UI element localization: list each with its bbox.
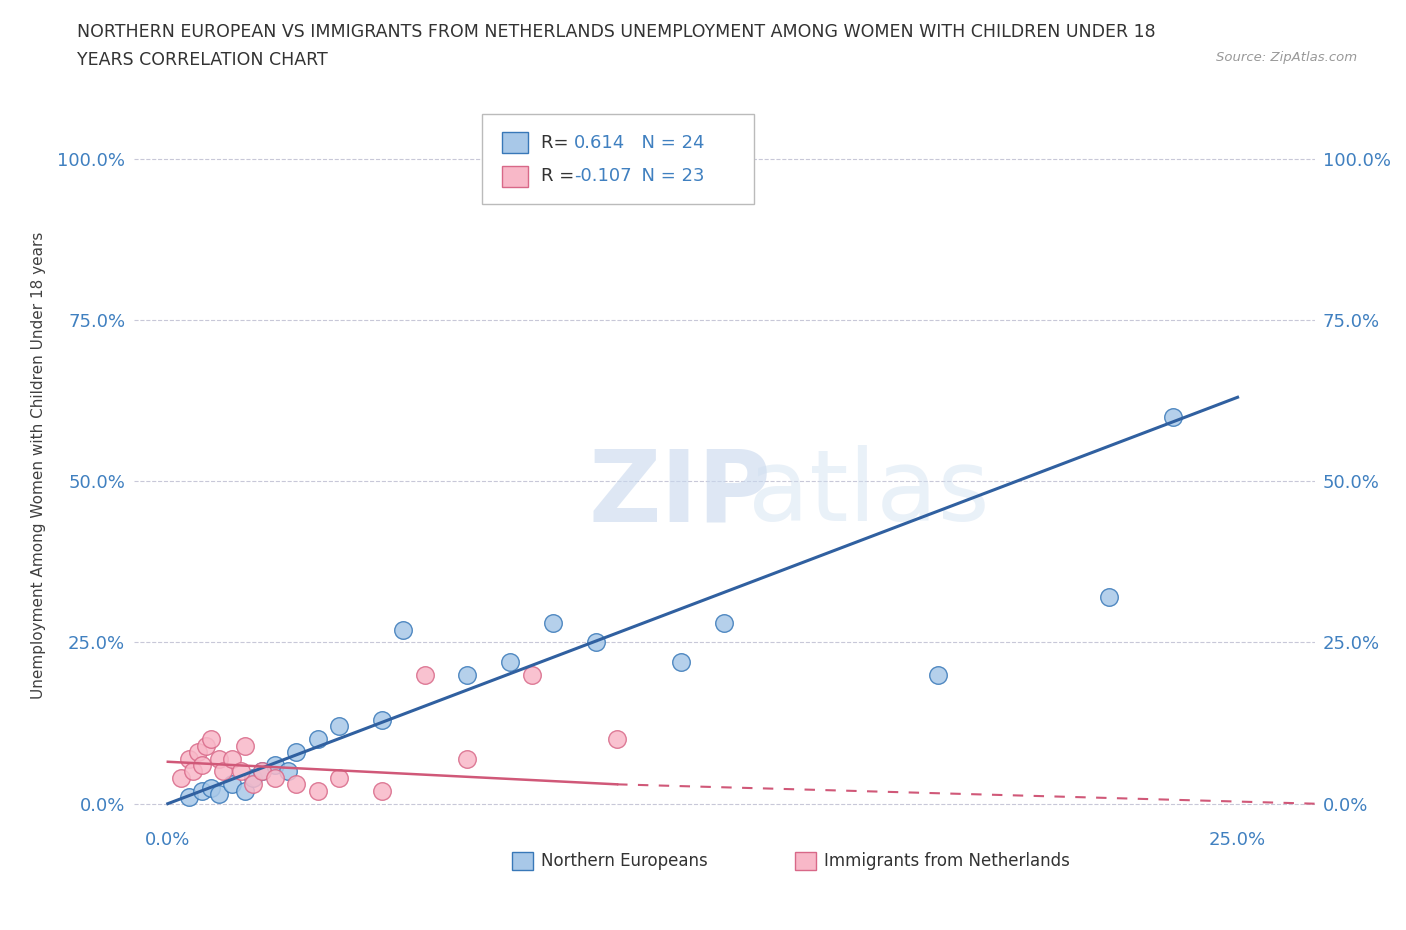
Text: Northern Europeans: Northern Europeans <box>541 852 707 870</box>
Point <box>229 764 252 779</box>
Point <box>671 655 693 670</box>
Point <box>179 790 201 804</box>
Text: Source: ZipAtlas.com: Source: ZipAtlas.com <box>1216 51 1357 64</box>
Point <box>371 783 394 798</box>
Point <box>1098 590 1121 604</box>
Point <box>392 622 415 637</box>
Point <box>371 712 394 727</box>
Point <box>606 732 628 747</box>
Text: -0.107: -0.107 <box>574 167 631 185</box>
Point <box>169 770 191 785</box>
Point <box>499 655 522 670</box>
Text: atlas: atlas <box>748 445 990 542</box>
Point <box>208 787 231 802</box>
Point <box>242 770 264 785</box>
Point <box>200 780 222 795</box>
Bar <box>794 852 817 870</box>
Point <box>191 783 214 798</box>
Text: N = 24: N = 24 <box>630 134 704 152</box>
Point <box>927 667 949 682</box>
Point <box>242 777 264 791</box>
Point <box>250 764 273 779</box>
Text: R =: R = <box>541 167 581 185</box>
Text: Immigrants from Netherlands: Immigrants from Netherlands <box>824 852 1070 870</box>
Point <box>1163 409 1185 424</box>
Text: YEARS CORRELATION CHART: YEARS CORRELATION CHART <box>77 51 328 69</box>
Point <box>221 751 243 766</box>
Point <box>307 732 329 747</box>
FancyBboxPatch shape <box>482 114 754 204</box>
Point <box>541 616 564 631</box>
Point <box>456 751 478 766</box>
Point <box>713 616 735 631</box>
Bar <box>502 132 529 153</box>
Point <box>413 667 436 682</box>
Point <box>221 777 243 791</box>
Bar <box>512 852 533 870</box>
Point <box>328 719 350 734</box>
Bar <box>502 166 529 187</box>
Point <box>200 732 222 747</box>
Point <box>187 745 209 760</box>
Point <box>520 667 543 682</box>
Point <box>328 770 350 785</box>
Point <box>307 783 329 798</box>
Text: NORTHERN EUROPEAN VS IMMIGRANTS FROM NETHERLANDS UNEMPLOYMENT AMONG WOMEN WITH C: NORTHERN EUROPEAN VS IMMIGRANTS FROM NET… <box>77 23 1156 41</box>
Text: N = 23: N = 23 <box>630 167 704 185</box>
Point <box>263 770 285 785</box>
Text: R=: R= <box>541 134 574 152</box>
Point <box>263 758 285 773</box>
Point <box>183 764 205 779</box>
Point <box>285 745 308 760</box>
Point <box>585 635 607 650</box>
Point <box>233 783 256 798</box>
Point <box>191 758 214 773</box>
Text: ZIP: ZIP <box>588 445 770 542</box>
Point <box>250 764 273 779</box>
Text: 0.614: 0.614 <box>574 134 626 152</box>
Y-axis label: Unemployment Among Women with Children Under 18 years: Unemployment Among Women with Children U… <box>31 232 46 698</box>
Point <box>233 738 256 753</box>
Point <box>285 777 308 791</box>
Point <box>456 667 478 682</box>
Point <box>212 764 235 779</box>
Point <box>195 738 218 753</box>
Point <box>179 751 201 766</box>
Point <box>277 764 299 779</box>
Point <box>208 751 231 766</box>
